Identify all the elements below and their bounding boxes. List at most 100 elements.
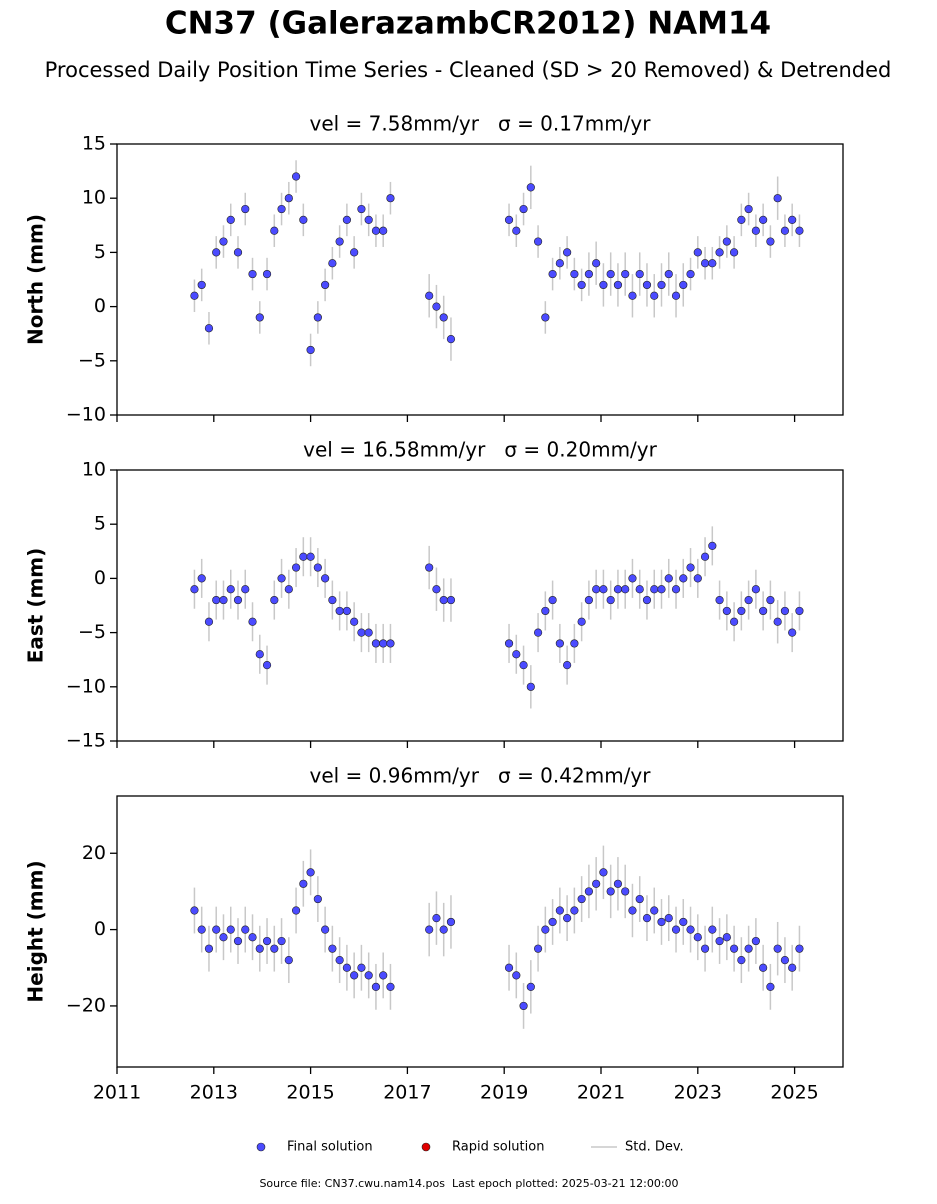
data-point <box>226 585 235 594</box>
data-point <box>533 628 543 637</box>
data-point <box>657 917 666 927</box>
data-point <box>635 585 644 594</box>
data-point <box>262 269 272 279</box>
y-tick-label: −20 <box>66 994 106 1016</box>
data-point <box>686 563 695 572</box>
data-point <box>342 215 352 224</box>
data-point <box>504 963 514 972</box>
data-point <box>570 269 579 279</box>
panel-title: vel = 7.58mm/yr σ = 0.17mm/yr <box>310 112 652 136</box>
data-point <box>425 291 434 300</box>
data-point <box>371 982 381 991</box>
data-point <box>693 574 702 583</box>
data-point <box>526 982 535 991</box>
data-point <box>512 226 521 235</box>
data-point <box>241 925 250 934</box>
data-point <box>519 204 528 214</box>
data-point <box>722 606 731 616</box>
data-point <box>592 259 601 268</box>
data-point <box>737 215 746 224</box>
data-point <box>700 259 710 268</box>
y-tick-label: −10 <box>66 675 106 697</box>
data-point <box>708 541 717 550</box>
data-point <box>788 963 797 972</box>
x-tick-label: 2025 <box>770 1082 818 1104</box>
data-point <box>570 639 579 648</box>
data-point <box>613 879 623 888</box>
x-tick-label: 2017 <box>383 1082 431 1104</box>
x-tick-label: 2023 <box>674 1082 722 1104</box>
data-point <box>425 563 434 572</box>
data-point <box>313 894 322 904</box>
data-point <box>584 887 594 896</box>
data-point <box>255 313 264 322</box>
data-point <box>342 606 352 616</box>
data-point <box>657 280 666 290</box>
data-point <box>425 925 434 934</box>
data-point <box>664 269 673 279</box>
data-point <box>744 944 753 953</box>
data-point <box>335 956 344 965</box>
data-point <box>197 925 206 934</box>
data-point <box>386 982 395 991</box>
data-point <box>364 215 373 224</box>
data-point <box>759 215 768 224</box>
y-tick-label: 0 <box>94 295 106 317</box>
y-tick-label: −15 <box>66 730 106 752</box>
data-point <box>270 595 279 605</box>
data-point <box>599 585 608 594</box>
data-point <box>219 595 228 605</box>
data-point <box>248 933 257 942</box>
y-tick-label: 5 <box>94 241 106 263</box>
figure-title: CN37 (GalerazambCR2012) NAM14 <box>165 6 771 42</box>
data-point <box>277 204 286 214</box>
data-point <box>751 226 760 235</box>
data-point <box>671 291 681 300</box>
data-point <box>277 574 286 583</box>
data-point <box>533 237 543 246</box>
y-axis-label: North (mm) <box>24 214 48 345</box>
data-point <box>306 868 315 877</box>
y-tick-label: 15 <box>82 133 106 155</box>
data-point <box>563 248 572 257</box>
data-point <box>519 661 528 670</box>
y-tick-label: −5 <box>78 621 106 643</box>
plot-frame <box>116 795 844 1068</box>
figure-subtitle: Processed Daily Position Time Series - C… <box>45 58 892 82</box>
data-point <box>715 936 724 946</box>
data-point <box>780 226 790 235</box>
data-point <box>371 639 381 648</box>
x-tick-label: 2021 <box>577 1082 625 1104</box>
data-point <box>613 585 623 594</box>
data-point <box>335 237 344 246</box>
data-point <box>700 944 710 953</box>
data-point <box>548 269 557 279</box>
data-point <box>584 269 594 279</box>
data-point <box>780 606 790 616</box>
data-point <box>291 172 301 181</box>
data-point <box>541 606 550 616</box>
data-point <box>563 661 572 670</box>
data-point <box>190 291 199 300</box>
data-point <box>577 617 586 626</box>
data-point <box>277 936 286 946</box>
data-point <box>788 215 797 224</box>
data-point <box>439 313 448 322</box>
data-point <box>729 944 739 953</box>
data-point <box>599 868 608 877</box>
data-point <box>432 914 441 923</box>
data-point <box>364 971 373 980</box>
data-point <box>650 291 659 300</box>
data-point <box>751 936 760 946</box>
data-point <box>686 269 695 279</box>
data-point <box>664 914 673 923</box>
data-point <box>635 269 644 279</box>
data-point <box>233 936 243 946</box>
x-tick-label: 2015 <box>286 1082 334 1104</box>
legend-marker <box>421 1142 431 1152</box>
data-point <box>357 204 366 214</box>
data-point <box>650 906 659 915</box>
data-point <box>613 280 623 290</box>
y-tick-label: 0 <box>94 567 106 589</box>
